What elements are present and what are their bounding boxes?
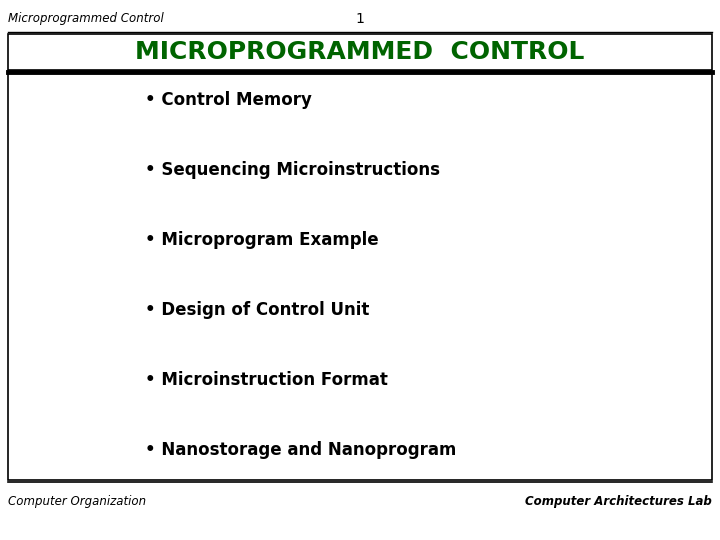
Text: • Design of Control Unit: • Design of Control Unit: [145, 301, 369, 319]
Text: • Microinstruction Format: • Microinstruction Format: [145, 371, 388, 389]
Text: • Nanostorage and Nanoprogram: • Nanostorage and Nanoprogram: [145, 441, 456, 459]
Text: MICROPROGRAMMED  CONTROL: MICROPROGRAMMED CONTROL: [135, 40, 585, 64]
FancyBboxPatch shape: [8, 72, 712, 480]
Text: Computer Architectures Lab: Computer Architectures Lab: [526, 496, 712, 509]
FancyBboxPatch shape: [8, 34, 712, 70]
Text: Computer Organization: Computer Organization: [8, 496, 146, 509]
Text: Microprogrammed Control: Microprogrammed Control: [8, 12, 163, 25]
Text: 1: 1: [356, 12, 364, 26]
Text: • Sequencing Microinstructions: • Sequencing Microinstructions: [145, 161, 440, 179]
Text: • Control Memory: • Control Memory: [145, 91, 312, 109]
Text: • Microprogram Example: • Microprogram Example: [145, 231, 379, 249]
